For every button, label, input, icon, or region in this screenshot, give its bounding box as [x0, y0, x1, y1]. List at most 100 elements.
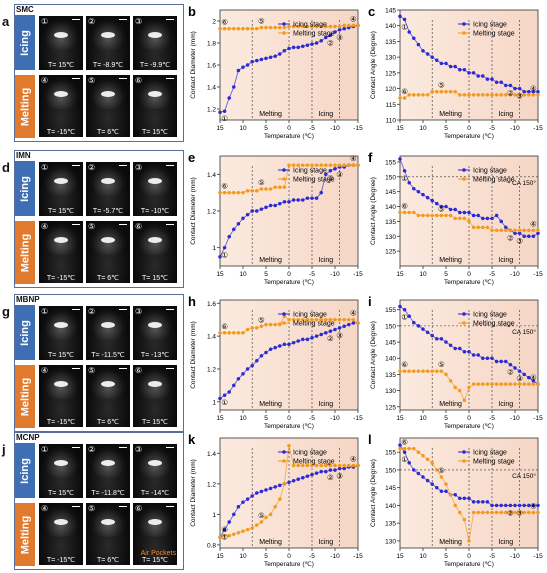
- data-point: [328, 33, 333, 38]
- image-index: ③: [135, 307, 143, 316]
- droplet-highlight: [148, 178, 162, 184]
- y-tick-label: 110: [386, 118, 397, 125]
- melting-strip-label: Melting: [19, 515, 31, 554]
- data-point: [310, 24, 314, 29]
- data-point: [323, 317, 328, 322]
- data-point: [236, 504, 241, 509]
- data-point: [232, 532, 236, 537]
- icing-strip: Icing: [15, 15, 35, 70]
- data-point: [291, 45, 296, 50]
- x-tick-label: 15: [216, 415, 224, 422]
- scale-bar: [119, 309, 127, 310]
- x-tick-label: -5: [489, 271, 495, 278]
- data-point: [296, 163, 300, 167]
- temperature-label: T= 6℃: [96, 275, 120, 282]
- data-point: [319, 463, 323, 468]
- data-point: [513, 86, 517, 91]
- data-point: [435, 89, 439, 94]
- droplet-image: ⑥ T= 15℃: [133, 221, 177, 283]
- data-point: [301, 163, 305, 167]
- data-point: [485, 382, 490, 386]
- chart-i: i 15 10 5 0 -5 -10 -15 125 130 135 140 145 150 155 Temp…: [368, 294, 543, 430]
- data-point: [301, 337, 305, 342]
- data-point: [259, 520, 264, 524]
- state-marker: ②: [507, 368, 514, 377]
- scale-bar: [119, 78, 127, 79]
- x-axis-label: Temperature (℃): [444, 133, 494, 140]
- data-point: [278, 185, 282, 189]
- data-point: [273, 485, 277, 489]
- data-point: [314, 163, 319, 167]
- data-point: [296, 477, 300, 482]
- droplet-image: ⑤ T= 6℃: [86, 75, 130, 137]
- data-point: [273, 203, 277, 208]
- data-point: [471, 500, 476, 504]
- droplet-highlight: [54, 32, 68, 38]
- state-marker: ④: [350, 309, 357, 318]
- data-point: [444, 213, 448, 218]
- data-point: [508, 93, 513, 97]
- state-marker: ③: [336, 331, 343, 340]
- data-point: [421, 192, 425, 197]
- data-point: [278, 52, 282, 56]
- droplet-image: ⑥ T= 15℃: [133, 75, 177, 137]
- data-point: [259, 354, 264, 358]
- data-point: [250, 209, 254, 213]
- melting-strip: Melting: [15, 365, 35, 428]
- data-point: [448, 207, 453, 212]
- scale-bar: [72, 506, 80, 507]
- data-point: [282, 342, 287, 347]
- data-point: [513, 93, 517, 97]
- scale-bar: [72, 309, 80, 310]
- data-point: [333, 30, 337, 34]
- data-point: [453, 492, 457, 497]
- temperature-label: T= 6℃: [96, 419, 120, 426]
- state-marker: ④: [350, 455, 357, 464]
- state-marker: ⑥: [221, 182, 228, 191]
- y-tick-label: 1.4: [207, 85, 216, 92]
- data-point: [245, 63, 250, 67]
- data-point: [471, 510, 476, 515]
- data-point: [435, 337, 439, 341]
- chart-l: l 15 10 5 0 -5 -10 -15 130 135 140 145 150 155 Tempera…: [368, 432, 543, 568]
- x-tick-label: 10: [419, 553, 427, 560]
- legend-label: Melting stage: [473, 321, 515, 328]
- data-point: [222, 190, 227, 195]
- state-marker: ⑤: [438, 466, 445, 475]
- data-point: [259, 207, 264, 211]
- x-tick-label: -10: [510, 271, 520, 278]
- data-point: [273, 25, 277, 30]
- panel-letter: e: [188, 150, 195, 165]
- y-tick-label: 1.2: [207, 209, 216, 216]
- image-index: ①: [41, 163, 49, 172]
- droplet-highlight: [101, 91, 115, 97]
- legend-marker: [282, 177, 286, 181]
- data-point: [333, 317, 337, 322]
- data-point: [476, 353, 480, 357]
- temperature-label: T= 6℃: [96, 557, 120, 564]
- droplet-highlight: [148, 460, 162, 466]
- data-point: [536, 93, 540, 97]
- data-point: [282, 25, 287, 30]
- data-point: [241, 529, 245, 533]
- state-marker: ⑤: [438, 204, 445, 213]
- data-point: [319, 39, 323, 43]
- data-point: [314, 24, 319, 29]
- data-point: [421, 49, 425, 53]
- legend-label: Melting stage: [473, 31, 515, 38]
- state-marker: ③: [336, 472, 343, 481]
- data-point: [227, 390, 232, 394]
- x-tick-label: -10: [330, 553, 340, 560]
- data-point: [291, 478, 296, 483]
- data-point: [435, 369, 439, 373]
- data-point: [439, 489, 444, 494]
- x-tick-label: -5: [489, 553, 495, 560]
- data-point: [232, 190, 236, 195]
- data-point: [522, 89, 526, 94]
- data-point: [439, 89, 444, 94]
- data-point: [458, 210, 462, 215]
- y-tick-label: 1: [212, 245, 216, 252]
- state-marker: ③: [516, 374, 523, 383]
- image-index: ④: [41, 504, 49, 513]
- data-point: [342, 26, 346, 31]
